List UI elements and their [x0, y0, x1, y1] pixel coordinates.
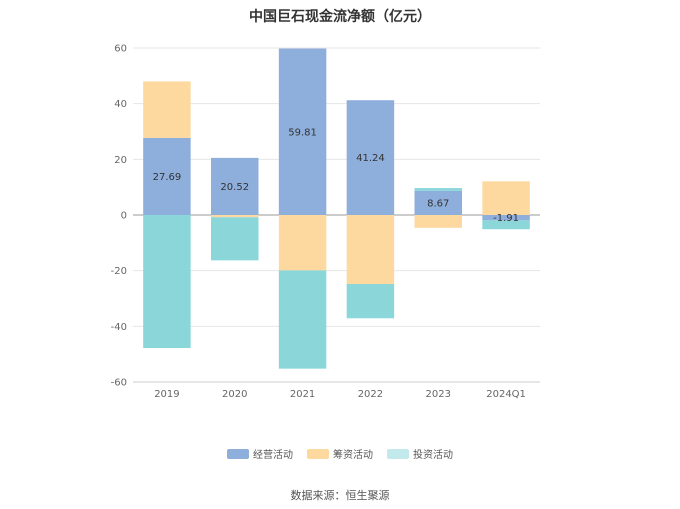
data-label-operating-2022: 41.24	[356, 153, 385, 164]
data-labels: 27.69 20.52 59.81 41.24 8.67 -1.91	[153, 127, 519, 224]
legend-swatch-investing	[387, 448, 409, 459]
data-source: 数据来源：恒生聚源	[290, 489, 390, 502]
legend-label-financing: 筹资活动	[333, 450, 373, 461]
bar-investing-2021[interactable]	[278, 270, 327, 369]
legend-label-investing: 投资活动	[413, 450, 453, 461]
legend-item-operating[interactable]: 经营活动	[227, 446, 293, 461]
x-tick-label: 2021	[290, 389, 315, 400]
bar-financing-2024Q1[interactable]	[482, 181, 530, 215]
bar-investing-2022[interactable]	[346, 284, 395, 319]
legend-swatch-operating	[227, 448, 249, 459]
bar-investing-2019[interactable]	[143, 215, 191, 349]
y-tick-label: 40	[114, 99, 127, 110]
x-tick-label: 2023	[426, 389, 451, 400]
bar-operating-2020[interactable]	[211, 157, 259, 215]
grid-lines	[133, 47, 540, 383]
data-label-operating-2019: 27.69	[153, 172, 182, 183]
data-label-operating-2023: 8.67	[427, 198, 449, 209]
data-label-operating-2024Q1: -1.91	[493, 213, 519, 224]
y-tick-label: -40	[111, 322, 127, 333]
x-tick-label: 2019	[154, 389, 179, 400]
bar-operating-2019[interactable]	[143, 137, 191, 215]
y-tick-label: -20	[111, 266, 127, 277]
bar-financing-2023[interactable]	[414, 215, 462, 228]
legend-item-investing[interactable]: 投资活动	[387, 446, 453, 461]
bar-investing-2023[interactable]	[414, 188, 462, 191]
bar-financing-2020[interactable]	[211, 215, 259, 218]
legend-swatch-financing	[307, 448, 329, 459]
y-tick-label: 20	[114, 155, 127, 166]
bar-operating-2021[interactable]	[278, 48, 327, 215]
bars	[143, 48, 530, 369]
y-axis: 60 40 20 0 -20 -40 -60	[111, 44, 127, 389]
y-tick-label: 0	[121, 211, 127, 222]
bar-financing-2022[interactable]	[346, 215, 395, 285]
chart-title: 中国巨石现金流净额（亿元）	[249, 9, 431, 25]
x-tick-label: 2020	[222, 389, 247, 400]
bar-investing-2024Q1[interactable]	[482, 220, 530, 230]
legend-item-financing[interactable]: 筹资活动	[307, 446, 373, 461]
y-tick-label: 60	[114, 44, 127, 55]
bar-operating-2023[interactable]	[414, 190, 462, 215]
data-label-operating-2021: 59.81	[288, 127, 317, 138]
x-axis: 2019 2020 2021 2022 2023 2024Q1	[133, 381, 540, 400]
bar-financing-2021[interactable]	[278, 215, 327, 271]
x-tick-label: 2024Q1	[486, 389, 526, 400]
y-tick-label: -60	[111, 378, 127, 389]
bar-investing-2020[interactable]	[211, 217, 259, 261]
bar-financing-2019[interactable]	[143, 81, 191, 138]
bar-operating-2022[interactable]	[346, 100, 395, 215]
bar-operating-2024Q1[interactable]	[482, 215, 530, 221]
chart-plot: 60 40 20 0 -20 -40 -60 27.69 20.52 59.81 41.24 8.6…	[111, 44, 540, 400]
legend: 经营活动 筹资活动 投资活动	[0, 446, 680, 461]
legend-label-operating: 经营活动	[253, 450, 293, 461]
x-tick-label: 2022	[358, 389, 383, 400]
data-label-operating-2020: 20.52	[220, 182, 249, 193]
